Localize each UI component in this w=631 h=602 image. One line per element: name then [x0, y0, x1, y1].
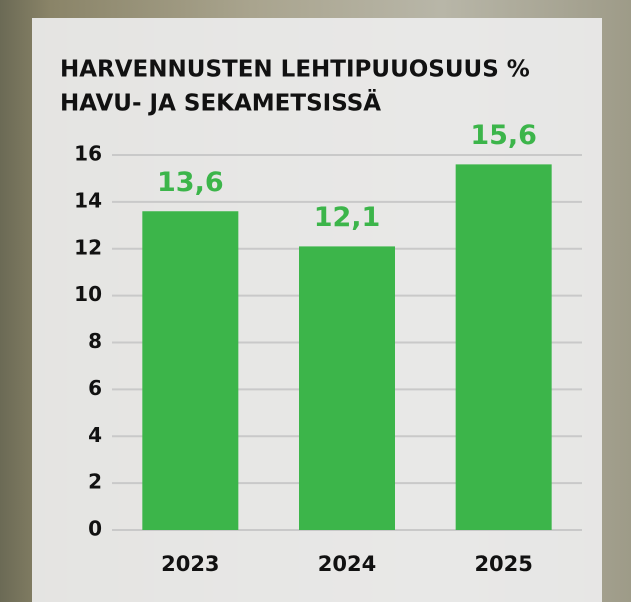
y-tick-label: 6	[88, 376, 102, 400]
bar	[142, 211, 238, 530]
x-tick-label: 2024	[318, 552, 376, 576]
y-tick-label: 2	[88, 470, 102, 494]
page: HARVENNUSTEN LEHTIPUUOSUUS % HAVU- JA SE…	[0, 0, 631, 602]
chart: HARVENNUSTEN LEHTIPUUOSUUS % HAVU- JA SE…	[0, 0, 631, 602]
chart-title: HARVENNUSTEN LEHTIPUUOSUUS %	[60, 57, 530, 83]
y-tick-label: 10	[74, 282, 102, 306]
x-tick-label: 2023	[161, 552, 219, 576]
y-tick-label: 0	[88, 517, 102, 541]
y-tick-label: 12	[74, 235, 102, 259]
y-tick-label: 4	[88, 423, 102, 447]
value-label: 15,6	[470, 120, 537, 151]
chart-title: HAVU- JA SEKAMETSISSÄ	[60, 89, 381, 117]
value-label: 12,1	[314, 202, 381, 233]
y-tick-label: 8	[88, 329, 102, 353]
y-tick-label: 16	[74, 142, 102, 166]
value-label: 13,6	[157, 167, 224, 198]
bar	[456, 164, 552, 530]
bar	[299, 246, 395, 530]
x-tick-label: 2025	[474, 552, 532, 576]
y-tick-label: 14	[74, 188, 102, 212]
